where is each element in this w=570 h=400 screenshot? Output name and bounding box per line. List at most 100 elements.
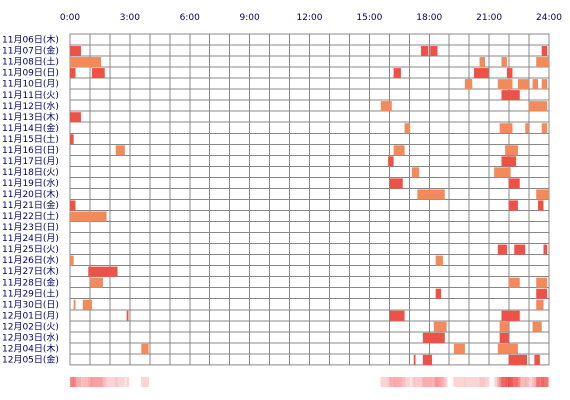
day-label: 11月24日(月)	[2, 233, 59, 244]
summary-strip-cell	[94, 377, 97, 387]
summary-strip-cell	[457, 377, 459, 387]
summary-strip-cell	[543, 377, 545, 387]
day-labels: 11月06日(木)11月07日(金)11月08日(土)11月09日(日)11月1…	[2, 34, 59, 366]
activity-block	[494, 167, 511, 178]
summary-strip-cell	[392, 377, 394, 387]
activity-block	[528, 101, 548, 112]
summary-strip-cell	[486, 377, 488, 387]
summary-strip-cell	[444, 377, 446, 387]
summary-strip-cell	[476, 377, 478, 387]
activity-block	[536, 299, 544, 310]
hour-ticks: 0:00 3:00 6:00 9:00 12:00 15:00 18:00 21:00 24:0…	[60, 13, 562, 23]
summary-strip-cell	[91, 377, 94, 387]
day-label: 11月09日(日)	[2, 68, 59, 79]
day-label: 11月22日(土)	[2, 210, 59, 222]
summary-strip-cell	[517, 377, 519, 387]
summary-strip-cell	[494, 377, 496, 387]
summary-strip-cell	[428, 377, 430, 387]
activity-block	[499, 321, 509, 332]
activity-block	[422, 332, 445, 343]
summary-strip-cell	[442, 377, 444, 387]
summary-strip-cell	[501, 377, 503, 387]
day-label: 11月19日(水)	[2, 177, 59, 189]
summary-strip-cell	[412, 377, 414, 387]
summary-strip-cell	[417, 377, 419, 387]
summary-strip-cell	[521, 377, 523, 387]
summary-strip-cell	[544, 377, 546, 387]
activity-block	[90, 277, 103, 288]
summary-strip-cell	[389, 377, 391, 387]
summary-strip-cell	[79, 377, 82, 387]
activity-block	[417, 189, 445, 200]
summary-strip-cell	[467, 377, 469, 387]
summary-strip-cell	[480, 377, 482, 387]
summary-strip-cell	[472, 377, 474, 387]
summary-strip-cell	[90, 377, 93, 387]
summary-strip-cell	[495, 377, 497, 387]
activity-block	[536, 57, 549, 68]
day-label: 11月29日(土)	[2, 287, 59, 299]
summary-strip-cell	[512, 377, 514, 387]
summary-strip-cell	[500, 377, 502, 387]
activity-block	[411, 167, 420, 178]
summary-strip-cell	[88, 377, 91, 387]
summary-strip-cell	[432, 377, 434, 387]
summary-strip-cell	[537, 377, 539, 387]
summary-strip-cell	[473, 377, 475, 387]
summary-strip-cell	[498, 377, 500, 387]
summary-strip-cell	[525, 377, 527, 387]
summary-strip-cell	[415, 377, 417, 387]
day-label: 12月04日(木)	[2, 342, 59, 354]
summary-strip-cell	[513, 377, 515, 387]
summary-strip-cell	[125, 377, 128, 387]
summary-strip-cell	[496, 377, 498, 387]
activity-block	[536, 288, 548, 299]
activity-block	[82, 299, 92, 310]
day-label: 11月13日(木)	[2, 111, 59, 123]
summary-strip-cell	[96, 377, 99, 387]
summary-strip-cell	[522, 377, 524, 387]
day-label: 11月14日(金)	[2, 122, 59, 134]
activity-block	[141, 343, 149, 354]
summary-strip-cell	[453, 377, 455, 387]
activity-block	[499, 332, 509, 343]
summary-strip-cell	[380, 377, 382, 387]
summary-strip-cell	[71, 377, 74, 387]
day-label: 11月11日(火)	[2, 90, 59, 101]
summary-strip-cell	[488, 377, 490, 387]
summary-strip-cell	[117, 377, 120, 387]
summary-strip-cell	[411, 377, 413, 387]
summary-strip-cell	[141, 377, 144, 387]
summary-strip-cell	[516, 377, 518, 387]
summary-strip-cell	[463, 377, 465, 387]
summary-strip-cell	[400, 377, 402, 387]
summary-strip-cell	[140, 377, 143, 387]
hour-tick-label: 15:00	[356, 13, 382, 23]
summary-strip-cell	[446, 377, 448, 387]
hour-tick-label: 12:00	[297, 13, 323, 23]
summary-strip-cell	[109, 377, 112, 387]
summary-strip-cell	[471, 377, 473, 387]
summary-strip-cell	[145, 377, 148, 387]
activity-block	[389, 310, 405, 321]
activity-block	[435, 255, 443, 266]
hour-tick-label: 9:00	[240, 13, 260, 23]
activity-block	[505, 145, 518, 156]
summary-strip-cell	[536, 377, 538, 387]
summary-strip-cell	[508, 377, 510, 387]
summary-strip-cell	[98, 377, 101, 387]
summary-strip-cell	[409, 377, 411, 387]
activity-block	[501, 57, 507, 68]
chart-grid	[69, 33, 550, 366]
summary-strip-cell	[523, 377, 525, 387]
activity-block	[91, 68, 105, 79]
summary-strip-cell	[95, 377, 98, 387]
summary-strip-cell	[397, 377, 399, 387]
activity-block	[393, 145, 405, 156]
summary-strip-cell	[107, 377, 110, 387]
summary-strip-cell	[542, 377, 544, 387]
summary-strip-cell	[479, 377, 481, 387]
summary-strip-cell	[515, 377, 517, 387]
activity-block	[435, 288, 442, 299]
